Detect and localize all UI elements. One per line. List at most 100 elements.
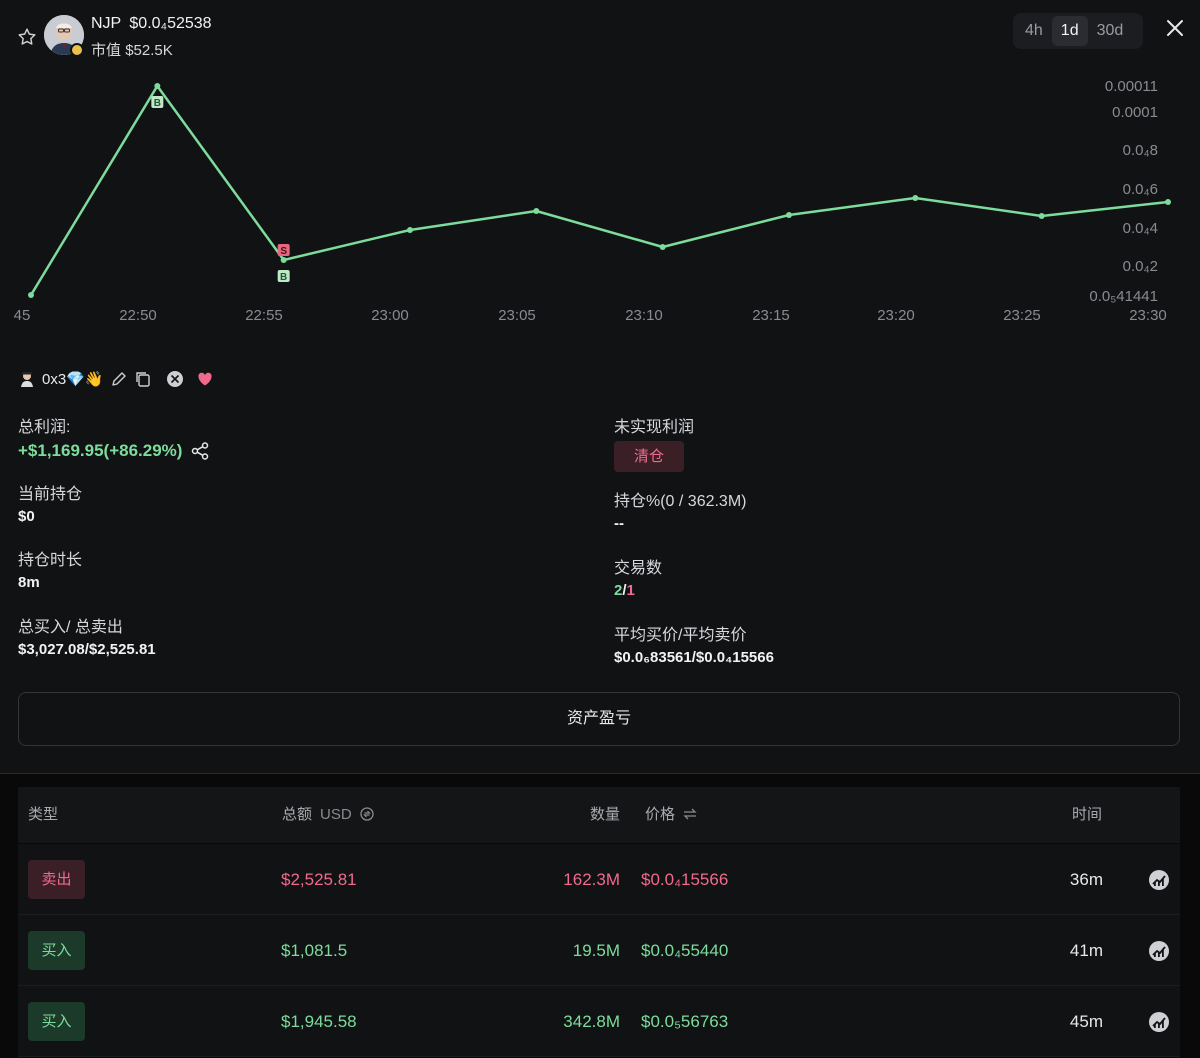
price-point[interactable]: [28, 292, 34, 298]
trade-time: 41m: [1069, 941, 1103, 960]
y-tick-label: 0.0₄4: [1123, 220, 1158, 237]
x-tick-label: 23:20: [877, 307, 915, 324]
price-point[interactable]: [1038, 213, 1045, 219]
trade-count-separator: /: [622, 582, 627, 599]
current-holding: 当前持仓 $0: [18, 480, 82, 525]
x-tick-label: 23:05: [498, 307, 536, 324]
trades-table-header: 类型 总额 USD 数量 价格 时间: [18, 787, 1180, 843]
copy-icon[interactable]: [134, 370, 152, 388]
market-cap: 市值 $52.5K: [91, 39, 173, 60]
sell-marker[interactable]: S: [277, 244, 290, 257]
header-type: 类型: [28, 806, 59, 823]
trade-amount: $1,081.5: [281, 941, 348, 960]
verified-badge-icon: [70, 43, 84, 57]
currency-toggle-icon[interactable]: [360, 807, 374, 821]
price-point[interactable]: [786, 212, 792, 218]
trade-qty: 19.5M: [572, 941, 620, 960]
chart-link-icon[interactable]: [1148, 940, 1170, 962]
token-price: $0.0₄52538: [129, 15, 212, 32]
chart-link-icon[interactable]: [1148, 1011, 1170, 1033]
market-cap-value: $52.5K: [125, 42, 173, 59]
star-icon[interactable]: [16, 26, 38, 48]
table-row[interactable]: 买入 $1,081.5 19.5M $0.0₄55440 41m: [18, 915, 1180, 986]
current-holding-label: 当前持仓: [18, 486, 83, 503]
price-point[interactable]: [407, 227, 413, 233]
close-icon[interactable]: [1163, 16, 1187, 40]
marker-label: B: [280, 272, 287, 283]
holding-duration-label: 持仓时长: [18, 552, 83, 569]
trade-count-label: 交易数: [614, 560, 663, 577]
holding-percent: 持仓%(0 / 362.3M) --: [614, 487, 747, 532]
x-tick-label: 22:50: [119, 307, 157, 324]
total-buy-sell-label: 总买入/ 总卖出: [18, 619, 123, 636]
trade-amount: $2,525.81: [281, 870, 357, 889]
marker-label: B: [154, 98, 161, 109]
heart-icon[interactable]: [196, 370, 214, 388]
token-symbol: NJP: [91, 15, 121, 32]
total-profit-value-row: +$1,169.95(+86.29%): [18, 441, 210, 461]
table-row[interactable]: 买入 $1,945.58 342.8M $0.0₅56763 45m: [18, 986, 1180, 1057]
header-amount-unit: USD: [320, 806, 352, 823]
price-point[interactable]: [154, 83, 161, 89]
trade-count-buys: 2: [614, 582, 623, 599]
chart-link-icon[interactable]: [1148, 869, 1170, 891]
token-detail-panel: NJP $0.0₄52538 市值 $52.5K 4h 1d 30d B S B 45…: [13, 13, 1187, 746]
avg-price-value: $0.0₆83561/$0.0₄15566: [614, 649, 774, 666]
holding-percent-value: --: [614, 515, 624, 532]
wallet-name: 0x3💎👋: [42, 371, 104, 388]
price-point[interactable]: [1165, 199, 1171, 205]
swap-icon[interactable]: [683, 807, 697, 821]
range-4h-button[interactable]: 4h: [1025, 22, 1043, 39]
header-price-label: 价格: [645, 806, 676, 823]
range-30d-button[interactable]: 30d: [1096, 22, 1124, 39]
y-tick-label: 0.0₅41441: [1089, 288, 1158, 305]
x-social-icon[interactable]: [166, 370, 184, 388]
current-holding-value: $0: [18, 508, 35, 525]
table-row[interactable]: 卖出 $2,525.81 162.3M $0.0₄15566 36m: [18, 844, 1180, 915]
header-amount-label: 总额: [282, 806, 313, 823]
buy-marker[interactable]: B: [277, 270, 290, 283]
total-buy-sell-value: $3,027.08/$2,525.81: [18, 641, 156, 658]
trade-count-sells: 1: [626, 582, 635, 599]
market-cap-label: 市值: [91, 42, 122, 59]
trade-type-tag: 买入: [28, 931, 85, 970]
buy-marker[interactable]: B: [151, 96, 164, 109]
x-tick-label: 23:15: [752, 307, 790, 324]
y-tick-label: 0.0₄8: [1123, 142, 1158, 159]
header-qty: 数量: [590, 806, 621, 823]
avg-price: 平均买价/平均卖价 $0.0₆83561/$0.0₄15566: [614, 621, 774, 666]
header-price[interactable]: 价格: [645, 787, 697, 843]
price-point[interactable]: [280, 257, 287, 263]
price-point[interactable]: [659, 244, 666, 250]
asset-pnl-button[interactable]: 资产盈亏: [18, 692, 1180, 746]
total-profit-label: 总利润:: [18, 419, 71, 436]
token-title: NJP $0.0₄52538: [91, 15, 212, 33]
edit-icon[interactable]: [110, 370, 128, 388]
price-point[interactable]: [912, 195, 919, 201]
y-tick-label: 0.0₄2: [1123, 258, 1158, 275]
x-tick-label: 22:55: [245, 307, 283, 324]
share-icon[interactable]: [190, 441, 210, 461]
x-tick-label: 23:00: [371, 307, 409, 324]
unrealized-profit: 未实现利润 清仓: [614, 413, 694, 472]
trade-price: $0.0₄15566: [641, 870, 729, 889]
trade-qty: 162.3M: [563, 870, 620, 889]
x-tick-label: 23:10: [625, 307, 663, 324]
header-time: 时间: [1072, 806, 1103, 823]
holding-duration-value: 8m: [18, 574, 40, 591]
time-range-selector: 4h 1d 30d: [1013, 13, 1143, 49]
trade-price: $0.0₄55440: [641, 941, 729, 960]
trade-count: 交易数 2/1: [614, 554, 662, 599]
trade-price: $0.0₅56763: [641, 1012, 729, 1031]
trade-qty: 342.8M: [563, 1012, 620, 1031]
holding-duration: 持仓时长 8m: [18, 546, 82, 591]
price-chart: B S B 45 22:50 22:55 23:00 23:05 23:10 23:15 23:20…: [14, 78, 1171, 324]
header-amount[interactable]: 总额 USD: [282, 787, 374, 843]
total-buy-sell: 总买入/ 总卖出 $3,027.08/$2,525.81: [18, 613, 156, 658]
range-1d-button[interactable]: 1d: [1051, 16, 1088, 46]
trade-time: 36m: [1069, 870, 1103, 889]
trade-type-tag: 买入: [28, 1002, 85, 1041]
cleared-position-tag: 清仓: [614, 441, 685, 472]
price-point[interactable]: [533, 208, 540, 214]
trade-type-tag: 卖出: [28, 860, 85, 899]
